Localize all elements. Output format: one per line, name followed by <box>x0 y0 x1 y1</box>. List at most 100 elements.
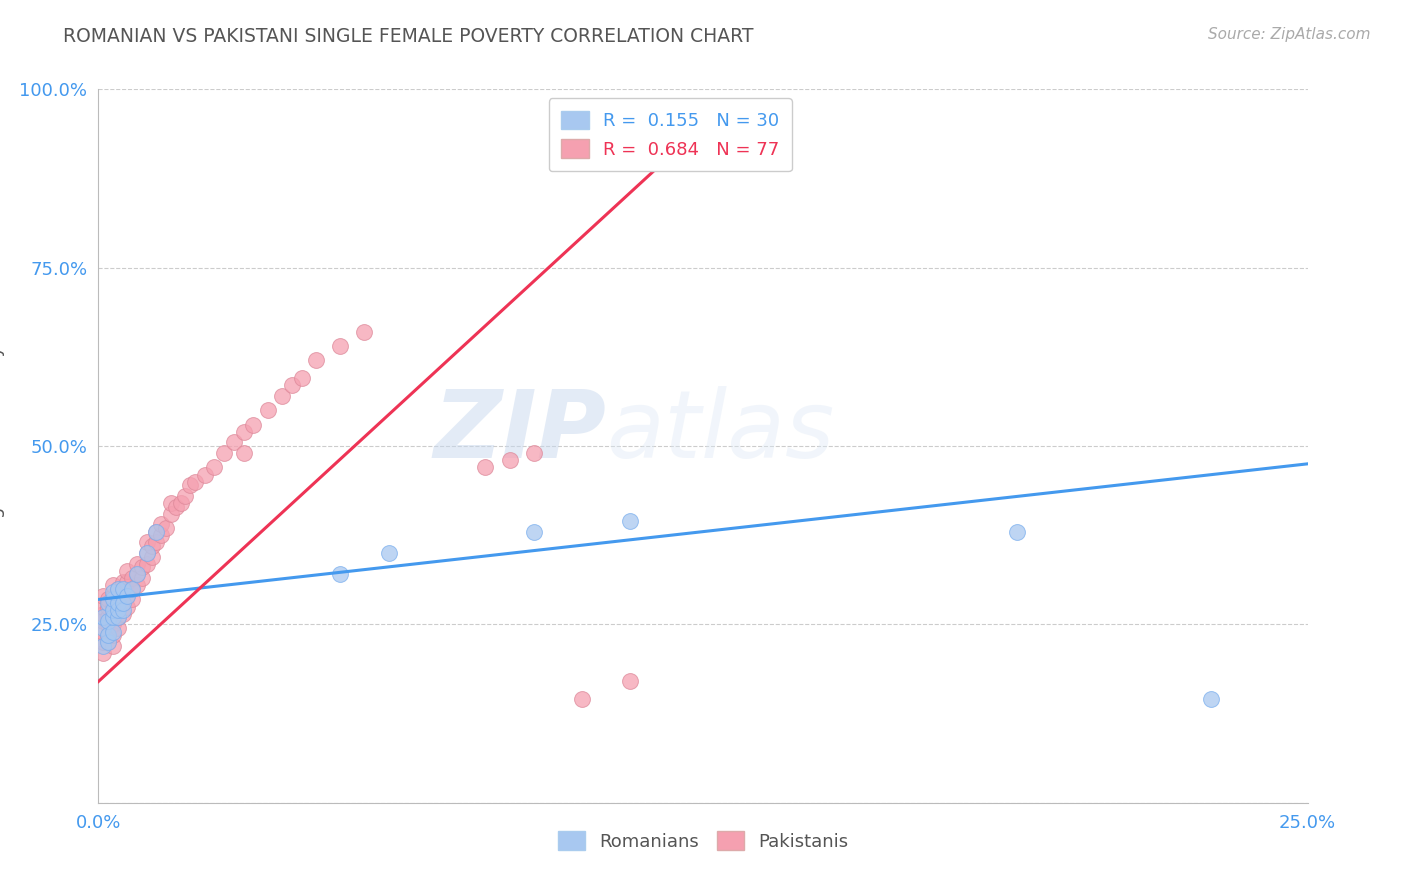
Point <box>97 635 120 649</box>
Point <box>204 460 226 475</box>
Point <box>97 599 120 614</box>
Point <box>141 549 163 564</box>
Point <box>97 628 120 642</box>
Point <box>107 603 129 617</box>
Point <box>91 624 114 639</box>
Point <box>91 635 114 649</box>
Point <box>523 446 546 460</box>
Point <box>145 524 167 539</box>
Point <box>117 574 139 589</box>
Point <box>111 582 134 596</box>
Point <box>127 567 149 582</box>
Legend: Romanians, Pakistanis: Romanians, Pakistanis <box>550 824 856 858</box>
Point <box>101 578 124 592</box>
Point <box>101 628 124 642</box>
Point <box>242 417 264 432</box>
Point <box>101 599 124 614</box>
Point <box>97 610 120 624</box>
Point <box>474 460 496 475</box>
Point <box>101 639 124 653</box>
Point <box>117 599 139 614</box>
Point <box>117 589 139 603</box>
Point <box>281 378 304 392</box>
Point <box>101 607 124 621</box>
Point <box>107 592 129 607</box>
Point <box>97 628 120 642</box>
Point <box>155 521 177 535</box>
Point <box>145 524 167 539</box>
Point <box>101 592 124 607</box>
Point <box>232 425 254 439</box>
Point <box>179 478 201 492</box>
Point <box>135 535 157 549</box>
Point <box>353 325 375 339</box>
Point <box>101 589 124 603</box>
Point <box>107 610 129 624</box>
Text: ROMANIAN VS PAKISTANI SINGLE FEMALE POVERTY CORRELATION CHART: ROMANIAN VS PAKISTANI SINGLE FEMALE POVE… <box>63 27 754 45</box>
Point <box>91 610 114 624</box>
Point <box>121 582 143 596</box>
Point <box>619 674 641 689</box>
Y-axis label: Single Female Poverty: Single Female Poverty <box>0 346 6 546</box>
Point <box>107 596 129 610</box>
Text: ZIP: ZIP <box>433 385 606 478</box>
Point <box>619 514 641 528</box>
Point <box>131 571 153 585</box>
Point <box>111 585 134 599</box>
Point <box>121 571 143 585</box>
Point <box>111 574 134 589</box>
Point <box>107 582 129 596</box>
Point <box>150 528 173 542</box>
Point <box>377 546 399 560</box>
Point <box>145 535 167 549</box>
Point <box>107 610 129 624</box>
Point <box>121 582 143 596</box>
Point <box>111 603 134 617</box>
Point <box>107 621 129 635</box>
Point <box>135 546 157 560</box>
Point <box>135 546 157 560</box>
Point <box>91 621 114 635</box>
Point <box>127 557 149 571</box>
Point <box>222 435 245 450</box>
Point <box>271 389 294 403</box>
Point <box>212 446 235 460</box>
Point <box>127 578 149 592</box>
Point <box>101 624 124 639</box>
Point <box>131 560 153 574</box>
Point <box>194 467 217 482</box>
Point <box>121 592 143 607</box>
Point <box>305 353 328 368</box>
Point <box>523 524 546 539</box>
Point <box>97 592 120 607</box>
Point <box>101 610 124 624</box>
Text: atlas: atlas <box>606 386 835 477</box>
Point <box>101 603 124 617</box>
Point <box>232 446 254 460</box>
Point <box>91 646 114 660</box>
Point <box>1007 524 1029 539</box>
Point <box>184 475 207 489</box>
Point <box>117 564 139 578</box>
Point <box>1199 692 1222 706</box>
Point <box>256 403 278 417</box>
Point <box>127 567 149 582</box>
Point <box>111 596 134 610</box>
Point <box>169 496 191 510</box>
Point <box>91 614 114 628</box>
Point <box>150 517 173 532</box>
Point <box>107 582 129 596</box>
Point <box>107 599 129 614</box>
Text: Source: ZipAtlas.com: Source: ZipAtlas.com <box>1208 27 1371 42</box>
Point <box>135 557 157 571</box>
Point <box>91 599 114 614</box>
Point <box>290 371 312 385</box>
Point <box>111 596 134 610</box>
Point <box>117 589 139 603</box>
Point <box>101 617 124 632</box>
Point <box>111 607 134 621</box>
Point <box>91 589 114 603</box>
Point <box>97 617 120 632</box>
Point <box>498 453 520 467</box>
Point <box>165 500 187 514</box>
